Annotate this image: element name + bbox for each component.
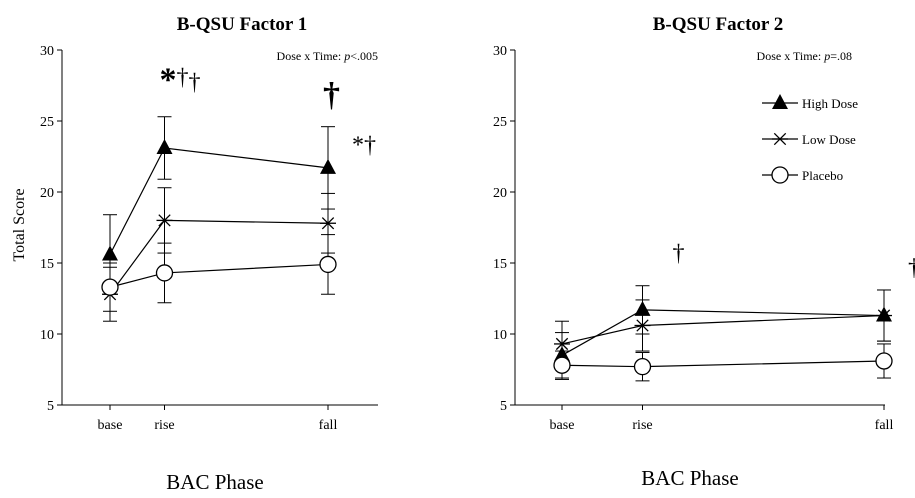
series-high-dose bbox=[102, 116, 336, 295]
interaction-annotation: Dose x Time: p<.005 bbox=[277, 49, 378, 63]
y-tick-label: 25 bbox=[493, 115, 507, 130]
series-line bbox=[561, 314, 885, 345]
legend: High Dose Low Dose Placebo bbox=[762, 94, 858, 184]
y-tick-label: 25 bbox=[40, 115, 54, 130]
chart-title: B-QSU Factor 1 bbox=[177, 14, 308, 35]
data-point bbox=[156, 138, 173, 154]
significance-mark: *† bbox=[352, 133, 376, 159]
y-tick-label: 20 bbox=[40, 186, 54, 201]
x-tick-label: fall bbox=[875, 418, 894, 433]
series-placebo bbox=[553, 343, 893, 382]
y-tick-label: 30 bbox=[493, 44, 507, 59]
x-axis-label: BAC Phase bbox=[166, 470, 263, 494]
x-tick-label: base bbox=[98, 418, 123, 433]
y-tick-label: 10 bbox=[493, 328, 507, 343]
legend-item: Placebo bbox=[762, 166, 843, 184]
data-point bbox=[553, 356, 571, 374]
legend-label: Placebo bbox=[802, 168, 843, 183]
interaction-annotation: Dose x Time: p=.08 bbox=[757, 49, 852, 63]
y-tick-label: 5 bbox=[47, 399, 54, 414]
y-axis-label: Total Score bbox=[11, 188, 28, 261]
x-axis-label: BAC Phase bbox=[641, 466, 738, 490]
series-line bbox=[109, 263, 329, 288]
series-line bbox=[109, 219, 329, 295]
legend-item: High Dose bbox=[762, 94, 858, 111]
data-point bbox=[319, 255, 337, 274]
panel-factor-1: B-QSU Factor 1 Dose x Time: p<.005 Total… bbox=[11, 14, 378, 494]
x-tick-label: base bbox=[550, 418, 575, 433]
x-tick-label: rise bbox=[154, 418, 174, 433]
data-point bbox=[155, 264, 174, 282]
data-point bbox=[101, 278, 119, 296]
significance-mark: *† bbox=[160, 62, 189, 99]
data-point bbox=[875, 352, 893, 370]
significance-mark: † bbox=[673, 241, 685, 267]
data-point bbox=[634, 319, 651, 332]
data-point bbox=[876, 309, 892, 322]
y-tick-label: 30 bbox=[40, 44, 54, 59]
y-tick-label: 15 bbox=[493, 257, 507, 272]
legend-item: Low Dose bbox=[762, 132, 856, 147]
y-tick-label: 20 bbox=[493, 186, 507, 201]
series-low-dose bbox=[102, 187, 336, 322]
significance-mark: † bbox=[908, 255, 915, 281]
series-placebo bbox=[101, 234, 337, 312]
significance-mark: † bbox=[323, 77, 340, 114]
y-tick-label: 15 bbox=[40, 257, 54, 272]
data-point bbox=[102, 245, 118, 261]
data-point bbox=[320, 217, 336, 230]
legend-label: High Dose bbox=[802, 96, 858, 111]
legend-marker bbox=[771, 166, 789, 184]
data-point bbox=[320, 158, 336, 174]
series-line bbox=[561, 360, 885, 368]
chart-title: B-QSU Factor 2 bbox=[653, 14, 784, 35]
y-tick-label: 5 bbox=[500, 399, 507, 414]
x-tick-label: rise bbox=[632, 418, 652, 433]
legend-label: Low Dose bbox=[802, 132, 856, 147]
y-tick-label: 10 bbox=[40, 328, 54, 343]
x-tick-label: fall bbox=[319, 418, 338, 433]
legend-marker bbox=[772, 94, 788, 109]
series-line bbox=[109, 147, 329, 255]
data-point bbox=[554, 337, 570, 351]
significance-mark: † bbox=[189, 70, 201, 96]
data-point bbox=[156, 214, 173, 227]
series-low-dose bbox=[554, 289, 892, 368]
data-point bbox=[633, 358, 652, 376]
panel-factor-2: B-QSU Factor 2 Dose x Time: p=.08 BAC Ph… bbox=[493, 14, 915, 490]
legend-marker bbox=[772, 132, 788, 146]
